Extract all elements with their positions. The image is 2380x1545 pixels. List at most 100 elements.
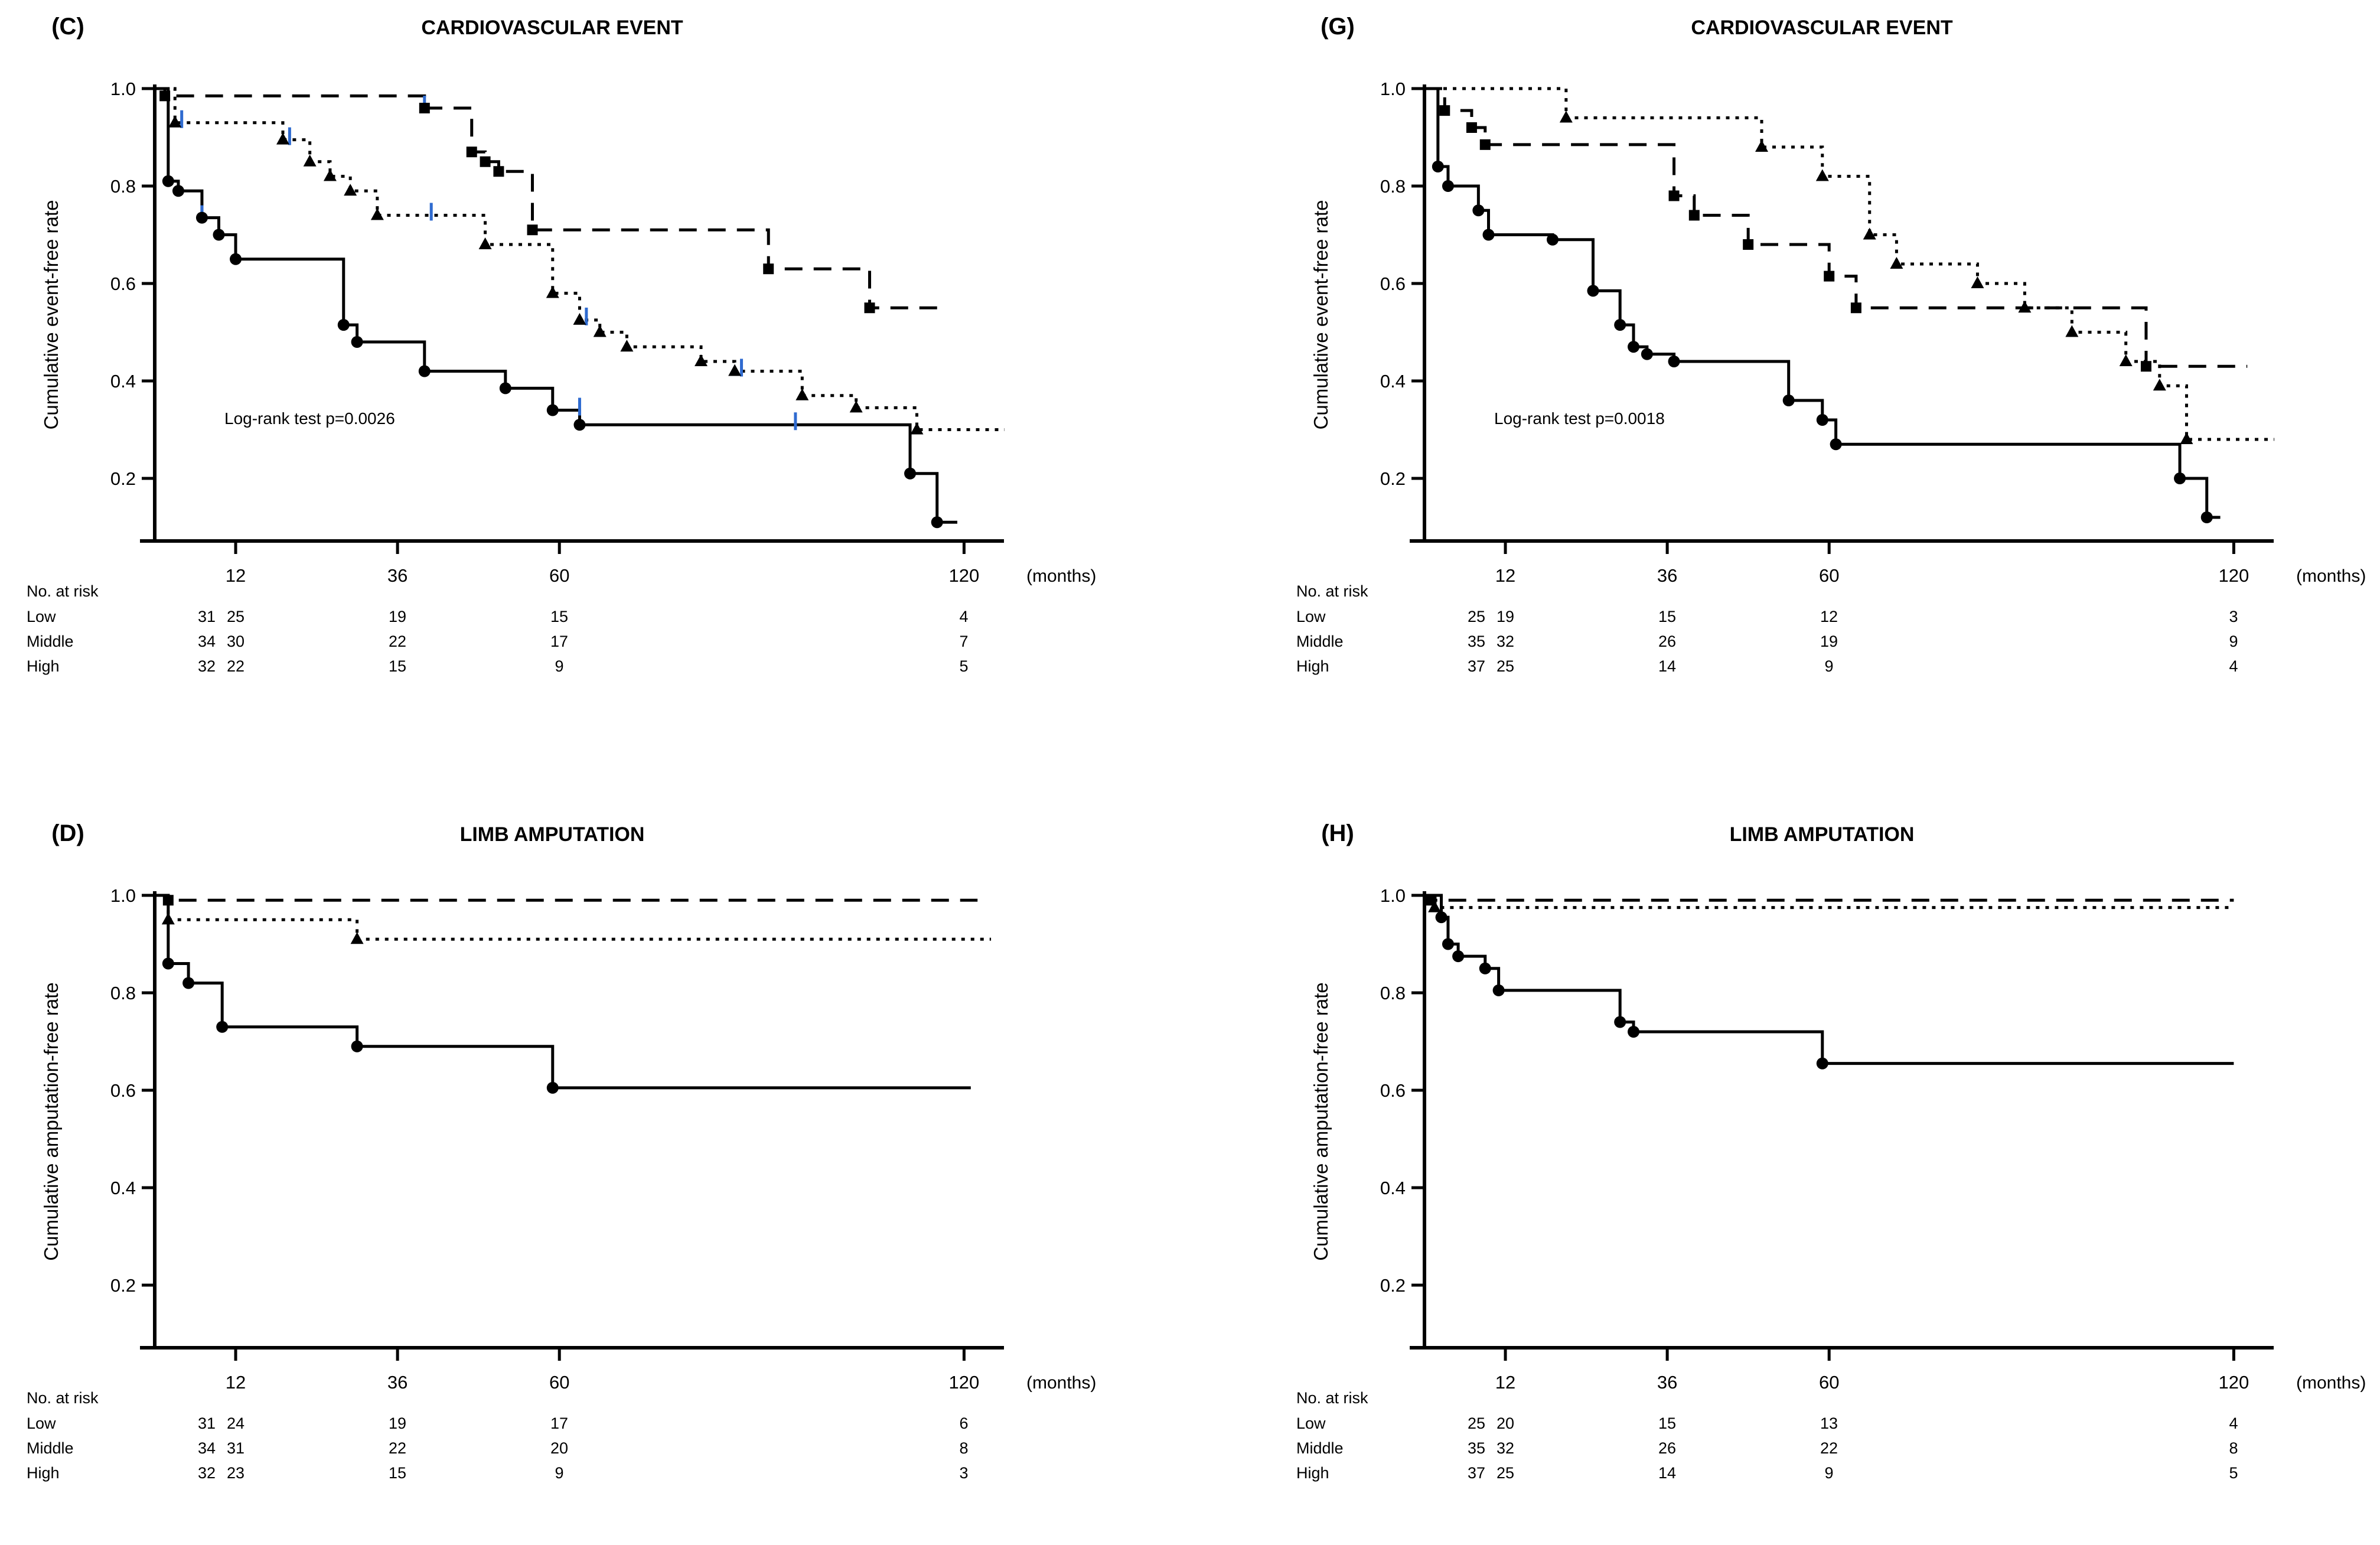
triangle-marker-icon: [370, 208, 384, 220]
x-tick-label: 60: [549, 1372, 569, 1393]
square-marker-icon: [466, 146, 477, 158]
circle-marker-icon: [182, 977, 195, 989]
risk-value: 15: [1658, 608, 1676, 625]
km-chart-c: (C) CARDIOVASCULAR EVENT Cumulative event-…: [27, 14, 1096, 675]
x-tick-label: 36: [1657, 565, 1677, 586]
risk-row-label: Low: [27, 608, 56, 625]
circle-marker-icon: [1546, 233, 1559, 246]
risk-value: 3: [2229, 608, 2238, 625]
circle-marker-icon: [1628, 1026, 1640, 1038]
risk-row-label: Middle: [1296, 633, 1344, 650]
logrank-annotation: Log-rank test p=0.0026: [224, 409, 395, 428]
triangle-marker-icon: [910, 422, 924, 435]
risk-table-header: No. at risk: [27, 582, 99, 600]
risk-value: 19: [389, 1414, 406, 1432]
y-tick-label: 0.6: [110, 1080, 136, 1101]
square-marker-icon: [1688, 210, 1700, 221]
km-chart-g: (G) CARDIOVASCULAR EVENT Cumulative event-…: [1296, 14, 2366, 675]
risk-row-label: Low: [1296, 1414, 1326, 1432]
y-tick-label: 0.6: [110, 273, 136, 294]
months-label: (months): [1026, 1373, 1096, 1393]
risk-table-header: No. at risk: [1296, 1389, 1368, 1407]
risk-table-header: No. at risk: [27, 1389, 99, 1407]
risk-value: 25: [1497, 1464, 1514, 1482]
y-axis-label: Cumulative event-free rate: [1310, 200, 1332, 430]
y-tick-label: 0.4: [110, 371, 136, 392]
censor-tick: [578, 397, 581, 416]
y-tick-label: 0.6: [1380, 273, 1406, 294]
square-marker-icon: [864, 302, 875, 314]
panel-title: LIMB AMPUTATION: [1730, 823, 1915, 846]
x-tick-label: 60: [549, 565, 569, 586]
square-marker-icon: [763, 263, 774, 275]
circle-marker-icon: [337, 319, 350, 331]
triangle-marker-icon: [478, 237, 492, 249]
triangle-marker-icon: [350, 932, 364, 944]
censor-tick: [180, 110, 184, 128]
risk-value: 25: [227, 608, 244, 625]
risk-value: 9: [555, 657, 563, 675]
circle-marker-icon: [1452, 950, 1465, 963]
circle-marker-icon: [216, 1021, 229, 1033]
x-tick-label: 120: [2219, 565, 2249, 586]
square-marker-icon: [419, 103, 430, 113]
x-tick-label: 120: [949, 1372, 980, 1393]
risk-value: 5: [959, 657, 968, 675]
risk-value: 19: [1820, 633, 1838, 650]
circle-marker-icon: [1442, 180, 1454, 192]
risk-value: 3: [959, 1464, 968, 1482]
km-curve-middle: [1424, 87, 2274, 441]
km-curve-high: [1424, 894, 2234, 1065]
risk-value: 32: [198, 1464, 216, 1482]
circle-marker-icon: [2174, 472, 2186, 484]
circle-marker-icon: [546, 1081, 559, 1094]
square-marker-icon: [527, 224, 538, 236]
risk-row-label: Low: [1296, 608, 1326, 625]
risk-value: 26: [1658, 633, 1676, 650]
censor-tick: [429, 203, 433, 221]
risk-value: 22: [389, 1439, 406, 1457]
triangle-marker-icon: [2119, 354, 2133, 366]
panel-limb-amputation-h: (H) LIMB AMPUTATION Cumulative amputation-…: [1270, 807, 2380, 1545]
panel-limb-amputation-d: (D) LIMB AMPUTATION Cumulative amputation-…: [0, 807, 1187, 1545]
triangle-marker-icon: [1428, 900, 1442, 912]
square-marker-icon: [1743, 239, 1754, 250]
risk-value: 25: [1497, 657, 1514, 675]
square-marker-icon: [1479, 139, 1491, 150]
y-tick-label: 0.4: [1380, 1178, 1406, 1198]
risk-value: 19: [389, 608, 406, 625]
risk-value: 6: [959, 1414, 968, 1432]
risk-value: 15: [550, 608, 568, 625]
circle-marker-icon: [1492, 984, 1505, 996]
triangle-marker-icon: [849, 400, 863, 413]
km-curve-high: [155, 87, 957, 524]
risk-value: 9: [2229, 633, 2238, 650]
panel-title: CARDIOVASCULAR EVENT: [421, 17, 683, 39]
circle-marker-icon: [1479, 962, 1491, 974]
circle-marker-icon: [1830, 438, 1842, 451]
risk-value: 25: [1468, 608, 1485, 625]
triangle-marker-icon: [728, 364, 742, 376]
square-marker-icon: [1850, 302, 1861, 314]
circle-marker-icon: [172, 185, 184, 197]
circle-marker-icon: [1816, 414, 1828, 426]
km-curve-low: [1424, 87, 2248, 368]
km-curve-low: [155, 894, 978, 902]
risk-value: 37: [1468, 1464, 1485, 1482]
triangle-marker-icon: [695, 354, 708, 366]
y-tick-label: 1.0: [110, 79, 136, 99]
risk-value: 31: [198, 1414, 216, 1432]
square-marker-icon: [480, 156, 491, 167]
y-tick-label: 0.8: [1380, 176, 1406, 197]
km-chart-h: (H) LIMB AMPUTATION Cumulative amputation-…: [1296, 820, 2366, 1482]
months-label: (months): [2296, 1373, 2366, 1393]
risk-value: 13: [1820, 1414, 1838, 1432]
circle-marker-icon: [1435, 911, 1447, 924]
triangle-marker-icon: [2018, 301, 2032, 313]
risk-row-label: Low: [27, 1414, 56, 1432]
risk-value: 14: [1658, 1464, 1676, 1482]
y-tick-label: 0.4: [1380, 371, 1406, 392]
x-tick-label: 36: [1657, 1372, 1677, 1393]
circle-marker-icon: [573, 419, 586, 431]
risk-value: 8: [959, 1439, 968, 1457]
